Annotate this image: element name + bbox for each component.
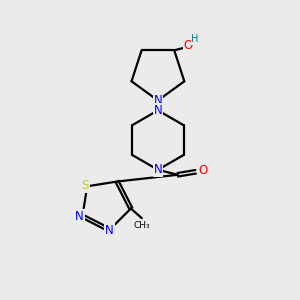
Text: N: N [154,104,162,117]
Text: S: S [82,179,89,192]
Text: N: N [154,163,162,176]
Text: N: N [75,210,84,223]
Text: N: N [105,224,114,237]
Text: O: O [184,39,193,52]
Text: O: O [198,164,207,177]
Text: H: H [191,34,199,44]
Text: N: N [154,94,162,107]
Text: CH₃: CH₃ [134,220,150,230]
